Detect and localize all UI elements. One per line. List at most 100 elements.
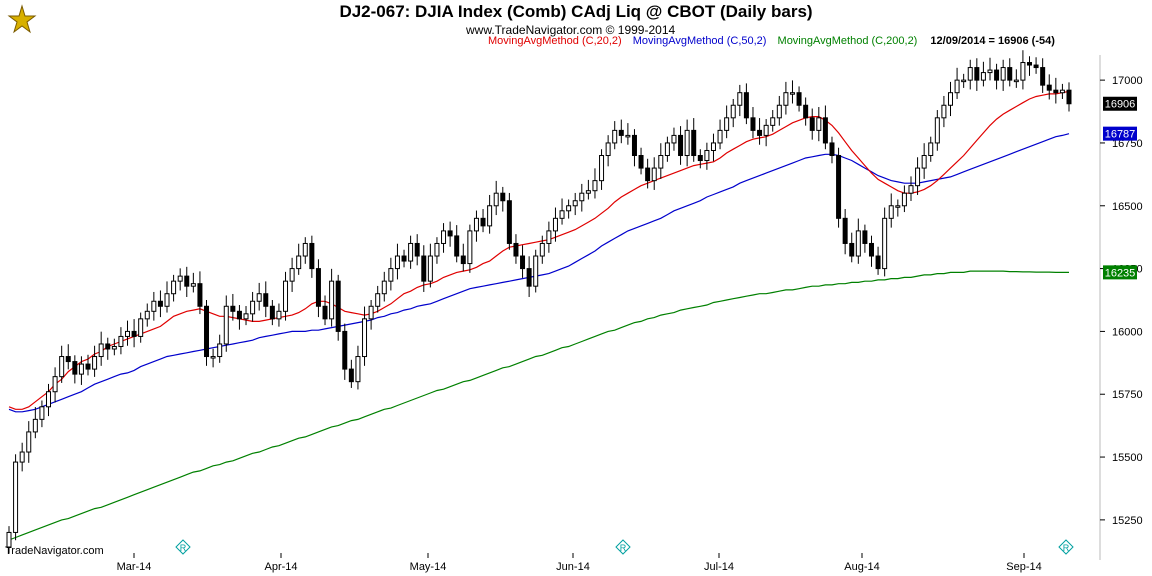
candle-body bbox=[618, 129, 624, 136]
candle-body bbox=[111, 345, 117, 350]
candle-body bbox=[901, 192, 907, 207]
candle-body bbox=[842, 217, 848, 244]
price-tag-label: 16787 bbox=[1105, 129, 1136, 141]
candle-body bbox=[401, 255, 407, 262]
candle-body bbox=[46, 391, 52, 408]
candle-body bbox=[928, 142, 934, 157]
price-tag-label: 16906 bbox=[1105, 99, 1136, 111]
x-tick-label: Apr-14 bbox=[264, 561, 297, 573]
candle-body bbox=[243, 313, 249, 320]
candle-body bbox=[625, 134, 631, 138]
candle-body bbox=[296, 255, 302, 270]
chart-subtitle: www.TradeNavigator.com © 1999-2014 bbox=[466, 23, 676, 37]
candle-body bbox=[164, 293, 170, 307]
candle-body bbox=[335, 280, 341, 332]
legend-sma200: MovingAvgMethod (C,200,2) bbox=[777, 35, 918, 47]
candle-body bbox=[678, 134, 684, 157]
candle-body bbox=[197, 283, 203, 307]
roll-marker-label: R bbox=[620, 543, 627, 553]
candle-body bbox=[895, 205, 901, 208]
sma50-line bbox=[8, 133, 1070, 413]
candle-body bbox=[684, 129, 690, 157]
candle-body bbox=[78, 363, 84, 375]
candle-body bbox=[65, 356, 71, 363]
candle-body bbox=[566, 205, 572, 212]
candle-body bbox=[908, 185, 914, 194]
candle-body bbox=[967, 67, 973, 81]
candle-body bbox=[171, 280, 177, 295]
candle-body bbox=[421, 255, 427, 282]
candle-body bbox=[190, 283, 196, 287]
candle-body bbox=[743, 92, 749, 119]
candle-body bbox=[39, 406, 45, 420]
roll-marker-icon bbox=[175, 539, 191, 555]
candle-body bbox=[289, 268, 295, 282]
candle-body bbox=[388, 268, 394, 282]
candle-body bbox=[210, 356, 216, 359]
candle-body bbox=[362, 318, 368, 358]
candle-body bbox=[394, 255, 400, 270]
candle-body bbox=[1046, 84, 1052, 91]
chart-title: DJ2-067: DJIA Index (Comb) CAdj Liq @ CB… bbox=[339, 2, 813, 21]
candle-body bbox=[263, 293, 269, 307]
candle-body bbox=[855, 230, 861, 257]
candle-body bbox=[92, 356, 98, 370]
candle-body bbox=[506, 200, 512, 244]
candle-body bbox=[144, 310, 150, 320]
candle-body bbox=[947, 92, 953, 106]
y-tick-label: 15250 bbox=[1112, 515, 1143, 527]
x-tick-label: May-14 bbox=[410, 561, 447, 573]
candle-body bbox=[1066, 89, 1072, 105]
sma20-line bbox=[8, 90, 1070, 410]
candle-body bbox=[816, 117, 822, 131]
candle-body bbox=[329, 280, 335, 320]
candle-body bbox=[131, 330, 137, 337]
candle-body bbox=[302, 242, 308, 257]
candle-body bbox=[526, 268, 532, 287]
candle-body bbox=[783, 92, 789, 106]
candle-body bbox=[757, 129, 763, 136]
candle-body bbox=[32, 418, 38, 433]
candle-body bbox=[987, 69, 993, 74]
candle-body bbox=[1000, 67, 1006, 81]
sma200-line bbox=[8, 270, 1069, 541]
candle-body bbox=[177, 275, 183, 282]
x-tick-label: Jul-14 bbox=[704, 561, 734, 573]
candle-body bbox=[105, 343, 111, 350]
y-tick-label: 15750 bbox=[1112, 389, 1143, 401]
roll-marker-icon bbox=[615, 539, 631, 555]
candle-body bbox=[809, 117, 815, 131]
candle-body bbox=[1026, 62, 1032, 66]
candle-body bbox=[441, 230, 447, 244]
candle-body bbox=[315, 268, 321, 307]
candle-body bbox=[730, 104, 736, 119]
candle-body bbox=[724, 117, 730, 131]
candle-body bbox=[1059, 89, 1065, 94]
candle-body bbox=[612, 129, 618, 144]
candle-body bbox=[605, 142, 611, 157]
candle-body bbox=[954, 79, 960, 94]
candle-body bbox=[770, 117, 776, 126]
candle-body bbox=[1040, 67, 1046, 86]
last-bar-info: 12/09/2014 = 16906 (-54) bbox=[930, 35, 1055, 47]
candle-body bbox=[520, 255, 526, 270]
candle-body bbox=[934, 117, 940, 144]
price-tag bbox=[1103, 126, 1137, 141]
x-tick-label: Jun-14 bbox=[556, 561, 590, 573]
candle-body bbox=[671, 134, 677, 144]
candle-body bbox=[651, 167, 657, 182]
candle-body bbox=[737, 92, 743, 106]
candle-body bbox=[691, 129, 697, 157]
candle-body bbox=[638, 155, 644, 169]
candle-body bbox=[59, 356, 65, 378]
candle-body bbox=[1053, 89, 1059, 94]
candle-body bbox=[974, 67, 980, 81]
candle-body bbox=[980, 72, 986, 81]
candle-body bbox=[658, 155, 664, 169]
candle-body bbox=[381, 280, 387, 295]
trade-navigator-logo-icon bbox=[7, 4, 37, 34]
candle-body bbox=[664, 142, 670, 157]
candle-body bbox=[230, 305, 236, 312]
candle-body bbox=[500, 192, 506, 202]
